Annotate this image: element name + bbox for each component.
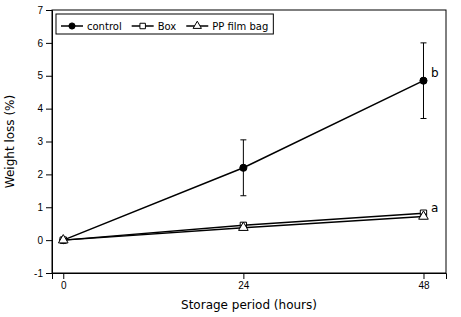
x-axis-line [53, 274, 447, 280]
legend-frame [56, 14, 273, 34]
legend-item: control [61, 21, 122, 32]
plot-frame [52, 10, 446, 273]
series-line [63, 213, 423, 240]
y-tick-mark [46, 240, 52, 241]
legend: control Box PP film bag [56, 14, 273, 34]
y-tick: 4 [37, 103, 52, 114]
y-tick-label: 4 [37, 103, 43, 114]
error-bar [240, 140, 246, 196]
plot-area [58, 43, 428, 244]
x-axis-title: Storage period (hours) [181, 298, 317, 312]
x-tick-mark [63, 273, 64, 279]
y-tick-label: 2 [37, 169, 43, 180]
legend-marker [69, 23, 75, 29]
legend-item: PP film bag [186, 21, 268, 32]
y-tick-label: 0 [37, 235, 43, 246]
y-tick-mark [46, 76, 52, 77]
error-bar-cap [240, 139, 246, 140]
y-axis-title: Weight loss (%) [3, 95, 17, 188]
y-tick-label: -1 [34, 268, 43, 279]
x-tick-label: 48 [418, 280, 430, 291]
x-tick: 24 [238, 273, 250, 291]
series [60, 210, 427, 243]
y-tick-mark [46, 109, 52, 110]
point [240, 164, 247, 171]
x-tick-label: 24 [238, 280, 250, 291]
error-bar [420, 43, 426, 119]
error-bar-cap [420, 118, 426, 119]
y-tick: 3 [37, 136, 52, 147]
point [419, 211, 429, 219]
error-bar-cap [240, 195, 246, 196]
y-tick: 2 [37, 169, 52, 180]
y-tick-label: 5 [37, 70, 43, 81]
series [58, 211, 428, 243]
y-tick-label: 7 [37, 5, 43, 16]
legend-label: Box [158, 21, 177, 32]
legend-marker [193, 21, 201, 28]
y-tick-mark [46, 207, 52, 208]
y-tick: 6 [37, 38, 52, 49]
y-tick-label: 6 [37, 38, 43, 49]
x-axis: 0 24 48 [53, 273, 447, 291]
legend-label: control [87, 21, 122, 32]
point [239, 222, 249, 230]
series [60, 43, 427, 244]
y-tick-mark [46, 174, 52, 175]
error-bar-cap [420, 42, 426, 43]
y-tick-mark [46, 142, 52, 143]
x-tick: 48 [418, 273, 430, 291]
point [58, 235, 68, 243]
point [420, 77, 427, 84]
chart: 0 24 48 -1 0 1 2 3 4 5 6 7 Storage period (hours) Wei… [0, 0, 461, 317]
legend-label: PP film bag [212, 21, 268, 32]
annotation: b [431, 66, 439, 80]
x-tick-label: 0 [61, 280, 67, 291]
y-axis: -1 0 1 2 3 4 5 6 7 [34, 5, 52, 279]
y-tick-mark [46, 10, 52, 11]
y-tick-label: 1 [37, 202, 43, 213]
y-axis-line [46, 11, 53, 274]
y-tick: 5 [37, 70, 52, 81]
y-tick: 7 [37, 5, 52, 16]
x-tick: 0 [61, 273, 67, 291]
x-tick-mark [243, 273, 244, 279]
annotation: a [431, 201, 438, 215]
series-line [63, 216, 423, 240]
series-line [63, 81, 423, 240]
y-tick: 1 [37, 202, 52, 213]
y-tick-label: 3 [37, 136, 43, 147]
y-tick: 0 [37, 235, 52, 246]
legend-item: Box [132, 21, 177, 32]
y-tick-mark [46, 273, 52, 274]
y-tick: -1 [34, 268, 52, 279]
y-tick-mark [46, 43, 52, 44]
x-tick-mark [423, 273, 424, 279]
legend-marker [140, 23, 145, 28]
